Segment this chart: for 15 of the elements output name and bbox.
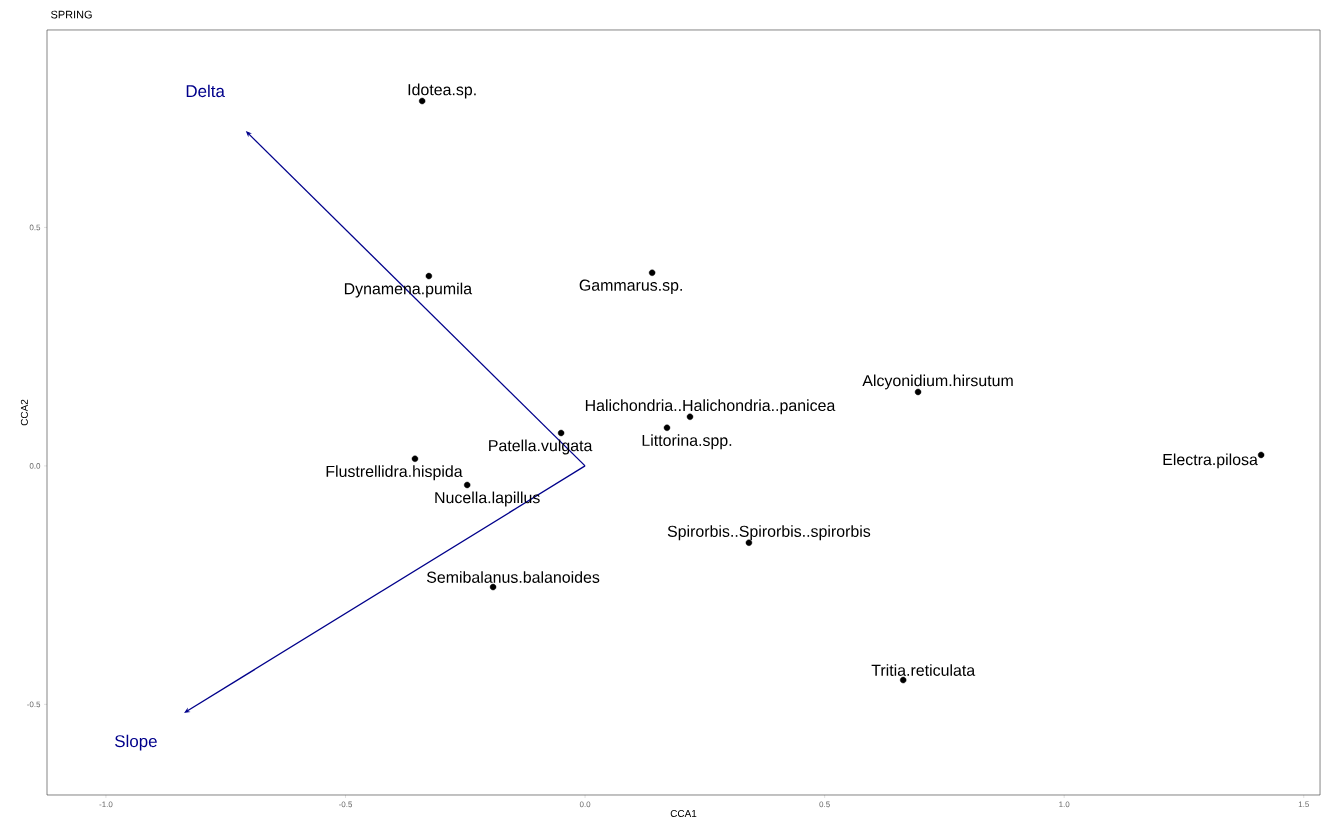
- annotation: Littorina.spp.: [642, 434, 732, 450]
- annotation: Flustrellidra.hispida: [326, 465, 463, 481]
- annotation: Electra.pilosa: [1163, 453, 1258, 469]
- chart-title: SPRING: [51, 10, 92, 19]
- annotation: Alcyonidium.hirsutum: [862, 374, 1013, 390]
- annotation: Halichondria..Halichondria..panicea: [585, 399, 836, 415]
- text: Delta: [186, 84, 225, 98]
- annotation: Idotea.sp.: [408, 83, 476, 99]
- text: Slope: [115, 734, 157, 751]
- annotation: Gammarus.sp.: [579, 279, 682, 294]
- annotation: Spirorbis..Spirorbis..spirorbis: [667, 525, 871, 541]
- annotation: Tritia.reticulata: [871, 664, 976, 676]
- y-axis-title: CCA2: [20, 399, 28, 426]
- x-axis-title: CCA1: [670, 810, 697, 818]
- annotation: Semibalanus.balanoides: [426, 571, 600, 583]
